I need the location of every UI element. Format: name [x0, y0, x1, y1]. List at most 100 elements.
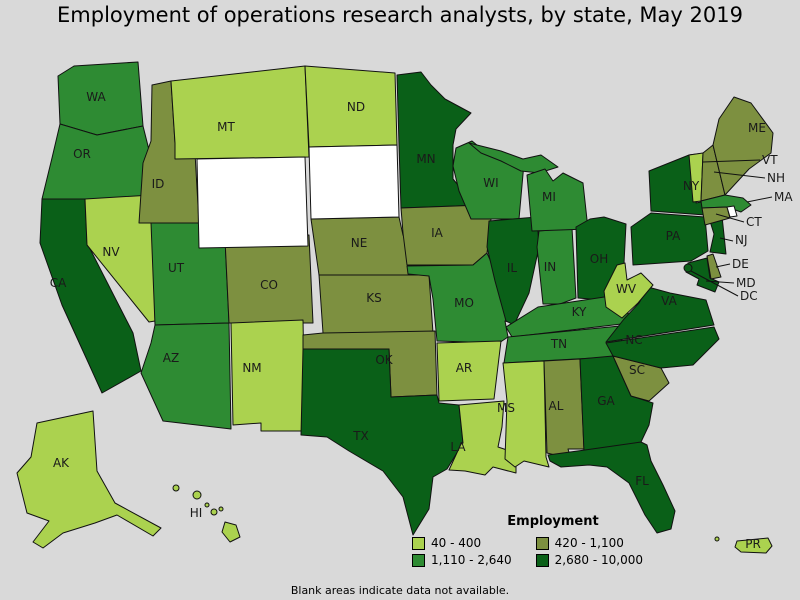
state-shape-la — [448, 400, 517, 476]
state-shape-hi — [218, 506, 224, 512]
state-shape-pr — [734, 537, 773, 554]
state-label-ky: KY — [572, 305, 587, 319]
state-label-ak: AK — [53, 456, 70, 470]
state-shape-az — [140, 322, 232, 430]
legend-label: 2,680 - 10,000 — [554, 553, 643, 567]
state-shape-mi — [468, 142, 559, 174]
state-label-ma: MA — [774, 190, 793, 204]
state-label-ks: KS — [366, 291, 382, 305]
state-shape-sd — [308, 144, 400, 220]
chart-title: Employment of operations research analys… — [57, 3, 743, 27]
state-label-pr: PR — [745, 537, 761, 551]
state-label-de: DE — [732, 257, 749, 271]
state-label-ms: MS — [497, 401, 515, 415]
state-shape-nm — [230, 319, 306, 432]
state-label-fl: FL — [635, 474, 649, 488]
state-shape-hi — [192, 490, 202, 500]
state-label-pa: PA — [666, 229, 681, 243]
state-label-nc: NC — [625, 333, 642, 347]
state-label-vt: VT — [762, 153, 778, 167]
footnote: Blank areas indicate data not available. — [290, 584, 510, 597]
legend-swatch — [535, 553, 549, 567]
state-label-me: ME — [748, 121, 766, 135]
state-shape-mo — [406, 252, 514, 344]
leader-line-ct — [715, 213, 745, 223]
state-label-sc: SC — [629, 363, 645, 377]
state-label-wa: WA — [86, 90, 106, 104]
legend-swatch — [412, 553, 425, 567]
state-label-md: MD — [736, 276, 756, 290]
state-shape-ak — [16, 410, 162, 549]
state-label-id: ID — [152, 177, 165, 191]
state-shape-ar — [436, 340, 502, 402]
state-label-oh: OH — [590, 252, 608, 266]
state-label-hi: HI — [190, 506, 203, 520]
leader-line-nj — [719, 237, 734, 242]
state-label-al: AL — [549, 399, 564, 413]
state-label-nm: NM — [242, 361, 261, 375]
state-label-la: LA — [450, 440, 466, 454]
state-label-nj: NJ — [735, 233, 748, 247]
legend-item: 2,680 - 10,000 — [535, 553, 643, 567]
leader-line-de — [715, 263, 731, 268]
state-shape-hi — [221, 521, 241, 543]
state-label-mi: MI — [542, 190, 556, 204]
state-shape-fl — [547, 441, 676, 534]
legend-item: 1,110 - 2,640 — [412, 553, 512, 567]
state-label-dc: DC — [740, 289, 758, 303]
state-shape-wv — [603, 262, 654, 319]
legend-title: Employment — [507, 514, 599, 529]
state-label-wi: WI — [483, 176, 498, 190]
state-shape-nc — [605, 326, 720, 369]
state-label-nh: NH — [767, 171, 785, 185]
state-label-ga: GA — [597, 394, 615, 408]
state-label-ne: NE — [351, 236, 368, 250]
state-label-or: OR — [73, 147, 91, 161]
legend-swatch — [412, 536, 425, 550]
leader-line-ma — [746, 196, 773, 203]
leader-line-nh — [713, 171, 766, 179]
state-label-ok: OK — [375, 353, 393, 367]
legend: Employment 40 - 400 1,110 - 2,640 420 - 1,… — [412, 514, 694, 567]
state-shape-va — [605, 286, 715, 343]
state-shape-hi — [172, 484, 180, 492]
legend-label: 40 - 400 — [431, 536, 482, 550]
leader-line-vt — [702, 159, 761, 163]
state-label-ut: UT — [168, 261, 185, 275]
legend-item: 40 - 400 — [412, 536, 512, 550]
legend-label: 1,110 - 2,640 — [431, 553, 512, 567]
legend-label: 420 - 1,100 — [554, 536, 624, 550]
state-label-mn: MN — [416, 152, 435, 166]
state-label-tn: TN — [550, 337, 567, 351]
legend-item: 420 - 1,100 — [535, 536, 643, 550]
state-label-ny: NY — [683, 179, 700, 193]
state-shape-tx — [300, 348, 464, 536]
leader-line-dc — [690, 270, 739, 297]
state-shape-dc — [683, 263, 693, 273]
state-label-ct: CT — [746, 215, 762, 229]
state-label-va: VA — [661, 294, 677, 308]
state-label-mo: MO — [454, 296, 474, 310]
state-label-ar: AR — [456, 361, 473, 375]
state-shape-hi — [204, 502, 210, 508]
state-label-ca: CA — [50, 276, 67, 290]
state-label-tx: TX — [352, 429, 369, 443]
state-shape-hi — [210, 508, 218, 516]
state-shape-wy — [196, 156, 309, 249]
state-shape-pr — [714, 536, 720, 542]
state-shape-or — [41, 123, 153, 200]
state-label-mt: MT — [217, 120, 235, 134]
state-label-wv: WV — [616, 282, 637, 296]
state-shape-mi — [526, 168, 589, 232]
legend-grid: 40 - 400 1,110 - 2,640 420 - 1,100 2,680 - … — [412, 536, 694, 567]
state-label-in: IN — [544, 260, 557, 274]
state-shape-ri — [726, 205, 738, 218]
state-shape-me — [712, 96, 774, 196]
state-shape-ct — [701, 206, 731, 226]
state-shape-de — [706, 253, 722, 280]
state-label-ia: IA — [431, 226, 444, 240]
state-label-nd: ND — [347, 100, 365, 114]
state-label-co: CO — [260, 278, 278, 292]
state-shape-mt — [170, 65, 310, 160]
